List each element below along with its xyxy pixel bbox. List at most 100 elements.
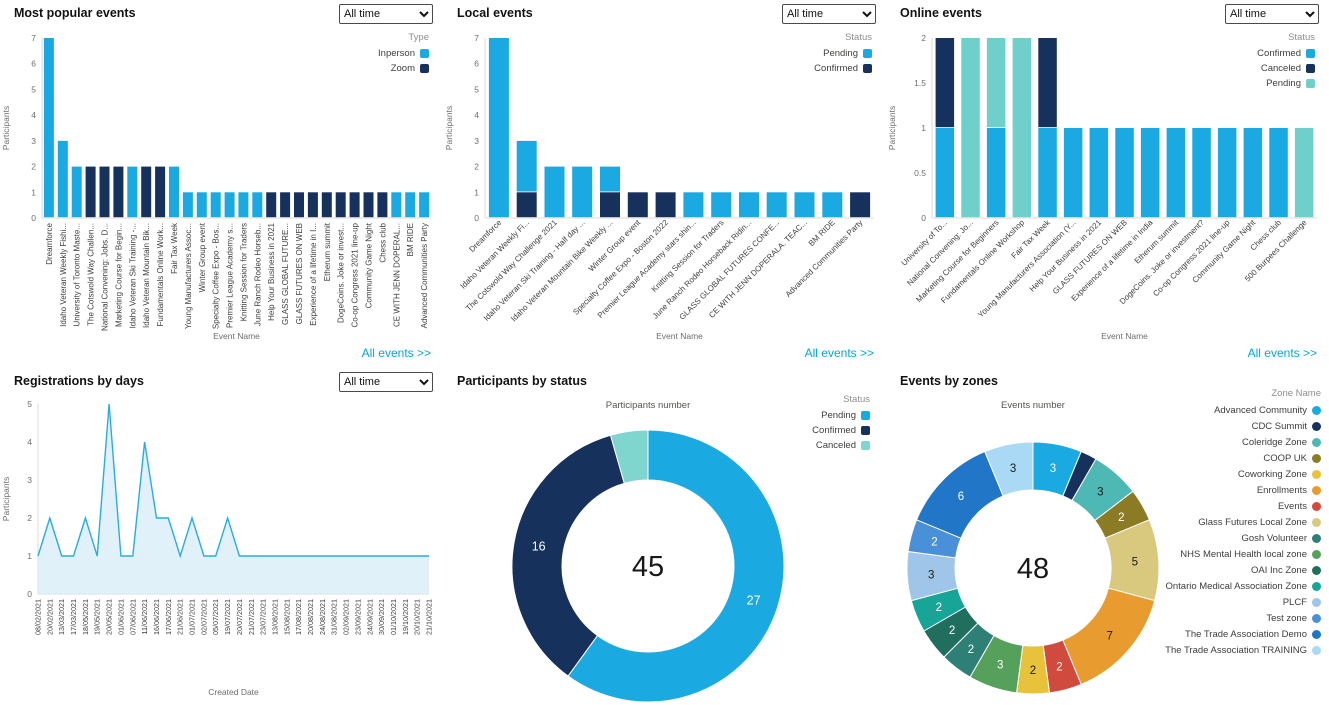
donut-segment[interactable] (609, 429, 649, 484)
bar-segment[interactable] (405, 192, 416, 218)
bar-segment[interactable] (935, 38, 955, 128)
bar-segment[interactable] (252, 192, 263, 218)
bar-segment[interactable] (1115, 128, 1134, 218)
legend-item[interactable]: The Trade Association Demo (1185, 629, 1321, 640)
time-range-select[interactable]: All time (782, 4, 876, 24)
bar-segment[interactable] (113, 166, 124, 218)
legend-item[interactable]: Inperson (378, 48, 429, 59)
legend-item[interactable]: NHS Mental Health local zone (1180, 549, 1321, 560)
donut-segment[interactable] (567, 429, 785, 703)
legend-item[interactable]: Confirmed (814, 63, 872, 74)
bar-segment[interactable] (1140, 128, 1160, 218)
bar-segment[interactable] (600, 166, 620, 192)
bar-segment[interactable] (850, 192, 871, 218)
bar-segment[interactable] (155, 166, 166, 218)
bar-segment[interactable] (516, 140, 537, 192)
all-events-link[interactable]: All events >> (1247, 346, 1317, 360)
bar-segment[interactable] (488, 38, 509, 218)
bar-segment[interactable] (1038, 38, 1057, 128)
legend-item[interactable]: Enrollments (1257, 485, 1321, 496)
time-range-select[interactable]: All time (339, 372, 433, 392)
legend-item[interactable]: OAI Inc Zone (1251, 565, 1321, 576)
bar-segment[interactable] (516, 192, 537, 218)
legend-item[interactable]: Test zone (1266, 613, 1321, 624)
bar-segment[interactable] (1012, 38, 1032, 218)
bar-segment[interactable] (224, 192, 235, 218)
bar-segment[interactable] (822, 192, 843, 218)
bar-segment[interactable] (1166, 128, 1186, 218)
bar-segment[interactable] (85, 166, 96, 218)
legend-item[interactable]: Glass Futures Local Zone (1198, 517, 1321, 528)
all-events-link[interactable]: All events >> (361, 346, 431, 360)
legend-item[interactable]: Pending (823, 48, 872, 59)
bar-segment[interactable] (377, 192, 388, 218)
bar-segment[interactable] (196, 192, 207, 218)
bar-segment[interactable] (419, 192, 430, 218)
bar-segment[interactable] (986, 38, 1006, 128)
legend-item[interactable]: Coleridge Zone (1242, 437, 1321, 448)
bar-segment[interactable] (627, 192, 648, 218)
time-range-select[interactable]: All time (339, 4, 433, 24)
legend-item[interactable]: COOP UK (1263, 453, 1321, 464)
bar-segment[interactable] (280, 192, 291, 218)
bar-segment[interactable] (1243, 128, 1263, 218)
bar-segment[interactable] (294, 192, 304, 218)
bar-segment[interactable] (1192, 128, 1211, 218)
legend-item[interactable]: Advanced Community (1214, 405, 1321, 416)
time-range-select[interactable]: All time (1225, 4, 1319, 24)
legend-item[interactable]: The Trade Association TRAINING (1165, 645, 1321, 656)
bar-segment[interactable] (169, 166, 179, 218)
legend-item[interactable]: Gosh Volunteer (1242, 533, 1321, 544)
bar-segment[interactable] (711, 192, 732, 218)
legend-item[interactable]: Coworking Zone (1238, 469, 1321, 480)
bar-segment[interactable] (961, 38, 980, 218)
bar-segment[interactable] (683, 192, 704, 218)
all-events-link[interactable]: All events >> (804, 346, 874, 360)
line-series[interactable] (37, 403, 429, 559)
bar-segment[interactable] (1089, 128, 1109, 218)
bar-segment[interactable] (307, 192, 318, 218)
bar-segment[interactable] (141, 166, 152, 218)
legend-item[interactable]: PLCF (1283, 597, 1321, 608)
bar-segment[interactable] (266, 192, 277, 218)
bar-segment[interactable] (71, 166, 82, 218)
bar-segment[interactable] (391, 192, 402, 218)
bar-segment[interactable] (335, 192, 346, 218)
bar-segment[interactable] (739, 192, 759, 218)
bar-segment[interactable] (210, 192, 221, 218)
bar-segment[interactable] (1269, 128, 1288, 218)
bar-segment[interactable] (1063, 128, 1083, 218)
legend-item[interactable]: Confirmed (812, 425, 870, 436)
donut-segment[interactable] (984, 441, 1034, 497)
bar-segment[interactable] (935, 128, 955, 218)
bar-segment[interactable] (238, 192, 249, 218)
bar-segment[interactable] (1217, 128, 1237, 218)
bar-segment[interactable] (766, 192, 787, 218)
bar-segment[interactable] (986, 128, 1006, 218)
bar-segment[interactable] (1038, 128, 1057, 218)
legend-item[interactable]: Pending (1266, 78, 1315, 89)
bar-segment[interactable] (544, 166, 565, 218)
bar-segment[interactable] (1294, 128, 1314, 218)
bar-segment[interactable] (655, 192, 676, 218)
bar-segment[interactable] (794, 192, 815, 218)
bar-segment[interactable] (57, 140, 68, 218)
legend-item[interactable]: Zoom (391, 63, 429, 74)
bar-segment[interactable] (182, 192, 193, 218)
bar-segment[interactable] (99, 166, 110, 218)
legend-item[interactable]: CDC Summit (1252, 421, 1321, 432)
legend-item[interactable]: Canceled (1261, 63, 1315, 74)
legend-item[interactable]: Confirmed (1257, 48, 1315, 59)
legend-item[interactable]: Pending (821, 410, 870, 421)
bar-segment[interactable] (572, 166, 593, 218)
bar-segment[interactable] (600, 192, 620, 218)
bar-segment[interactable] (349, 192, 360, 218)
bar-segment[interactable] (127, 166, 138, 218)
donut-segment[interactable] (511, 434, 625, 677)
legend-item[interactable]: Events (1278, 501, 1321, 512)
bar-segment[interactable] (321, 192, 332, 218)
legend-item[interactable]: Canceled (816, 440, 870, 451)
bar-segment[interactable] (363, 192, 374, 218)
bar-segment[interactable] (43, 38, 54, 218)
legend-item[interactable]: Ontario Medical Association Zone (1165, 581, 1321, 592)
